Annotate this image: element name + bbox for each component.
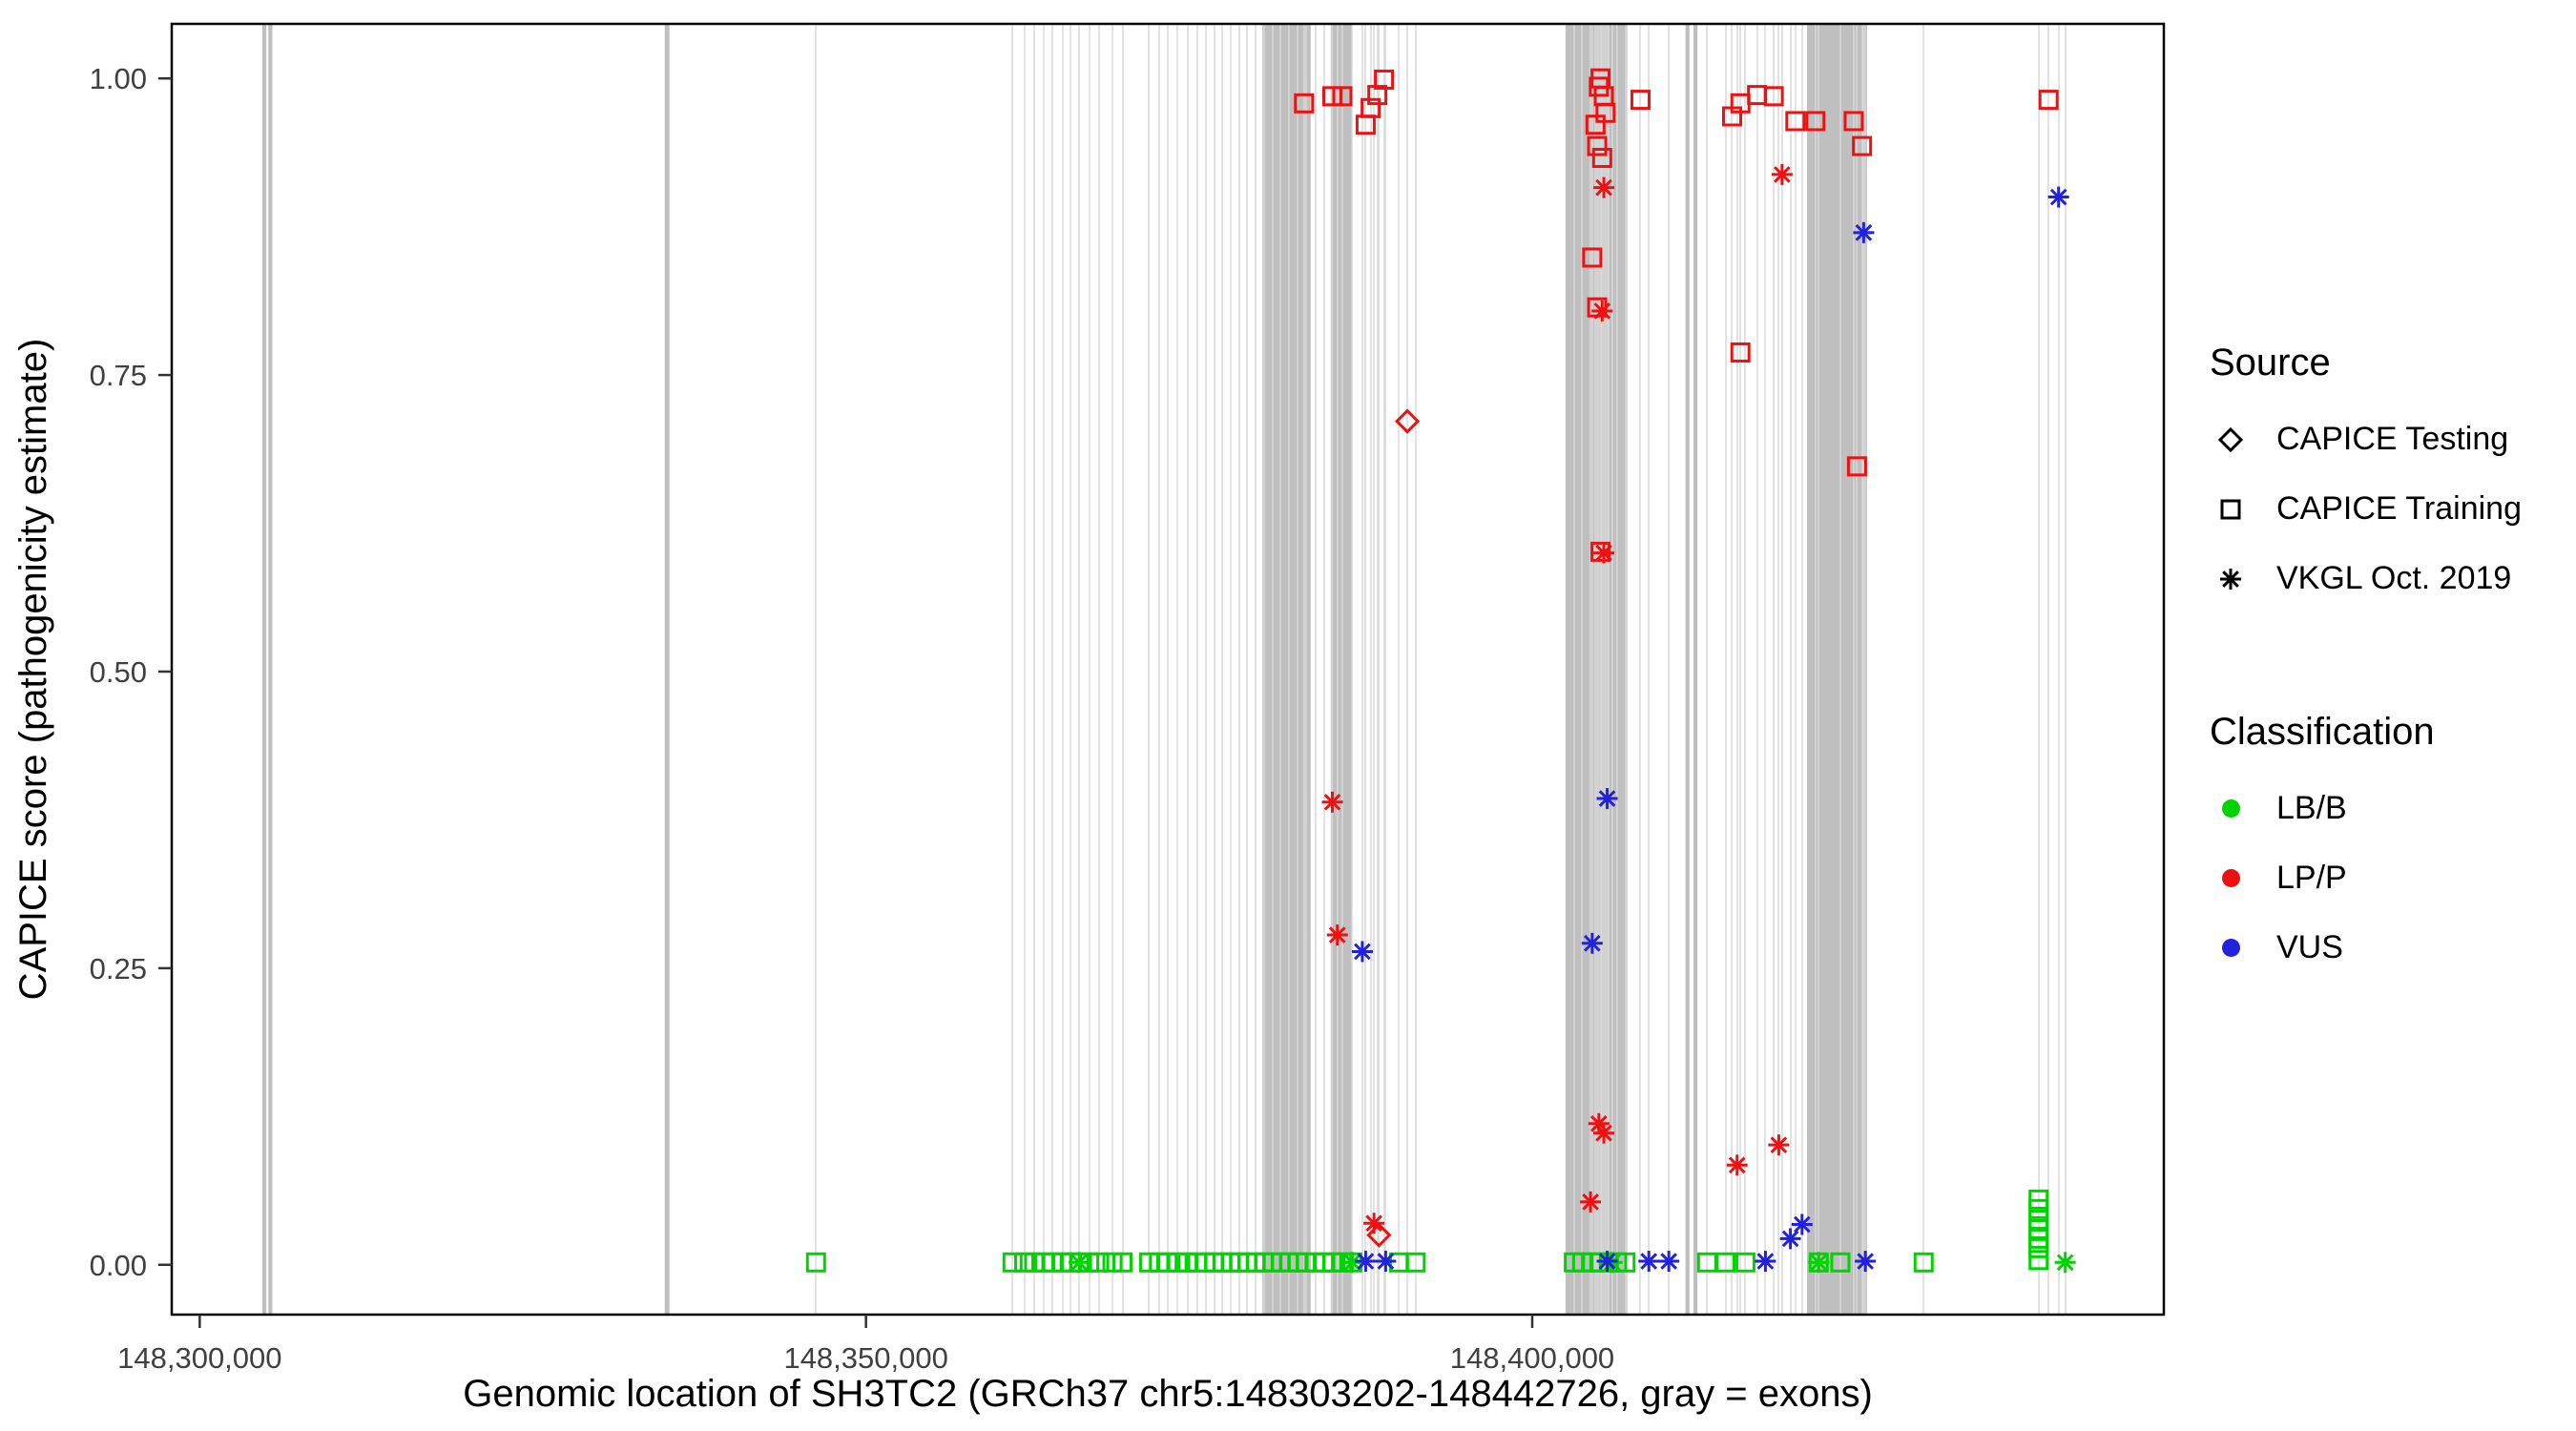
legend-item-label: VUS: [2276, 929, 2343, 965]
legend-item-lpp: LP/P: [2210, 843, 2522, 913]
legend-source: Source CAPICE Testing CAPICE Training VK…: [2210, 340, 2522, 613]
legend-item-capice-training: CAPICE Training: [2210, 474, 2522, 544]
y-axis-title: CAPICE score (pathogenicity estimate): [12, 339, 54, 1001]
legend-item-lbb: LB/B: [2210, 774, 2522, 843]
axes: 148,300,000 148,350,000 148,400,000 0.00 0.2…: [90, 62, 1615, 1375]
legend-item-label: LB/B: [2276, 790, 2347, 826]
vus-dot-box: [2210, 927, 2252, 969]
lpp-dot-box: [2210, 858, 2252, 900]
legend-item-vkgl: VKGL Oct. 2019: [2210, 544, 2522, 613]
svg-text:0.75: 0.75: [90, 359, 147, 392]
svg-text:148,300,000: 148,300,000: [117, 1341, 281, 1375]
legend-classification-title: Classification: [2210, 711, 2435, 753]
legend-classification: Classification LB/B LP/P VUS: [2210, 709, 2522, 983]
svg-text:0.50: 0.50: [90, 655, 147, 689]
legend-source-title: Source: [2210, 342, 2331, 384]
legend-item-label: VKGL Oct. 2019: [2276, 560, 2512, 596]
points-layer: [805, 68, 2076, 1274]
panel-border: [170, 22, 2166, 1317]
x-axis-title: Genomic location of SH3TC2 (GRCh37 chr5:…: [463, 1373, 1873, 1415]
blue-dot-icon: [2221, 939, 2240, 957]
legend: Source CAPICE Testing CAPICE Training VK…: [2210, 340, 2522, 983]
diamond-icon: [2217, 426, 2244, 452]
svg-text:148,400,000: 148,400,000: [1450, 1341, 1614, 1375]
svg-text:0.00: 0.00: [90, 1249, 147, 1282]
square-icon: [2220, 499, 2241, 519]
legend-item-label: CAPICE Training: [2276, 490, 2522, 527]
red-dot-icon: [2221, 869, 2240, 887]
asterisk-icon: [2220, 568, 2241, 590]
legend-item-label: LP/P: [2276, 860, 2347, 896]
variant-lines: [815, 24, 2067, 1315]
legend-item-capice-testing: CAPICE Testing: [2210, 404, 2522, 474]
legend-item-label: CAPICE Testing: [2276, 421, 2509, 457]
lbb-dot-box: [2210, 788, 2252, 830]
svg-text:0.25: 0.25: [90, 952, 147, 985]
legend-item-vus: VUS: [2210, 913, 2522, 983]
svg-text:1.00: 1.00: [90, 62, 147, 95]
svg-text:148,350,000: 148,350,000: [783, 1341, 947, 1375]
green-dot-icon: [2221, 799, 2240, 818]
